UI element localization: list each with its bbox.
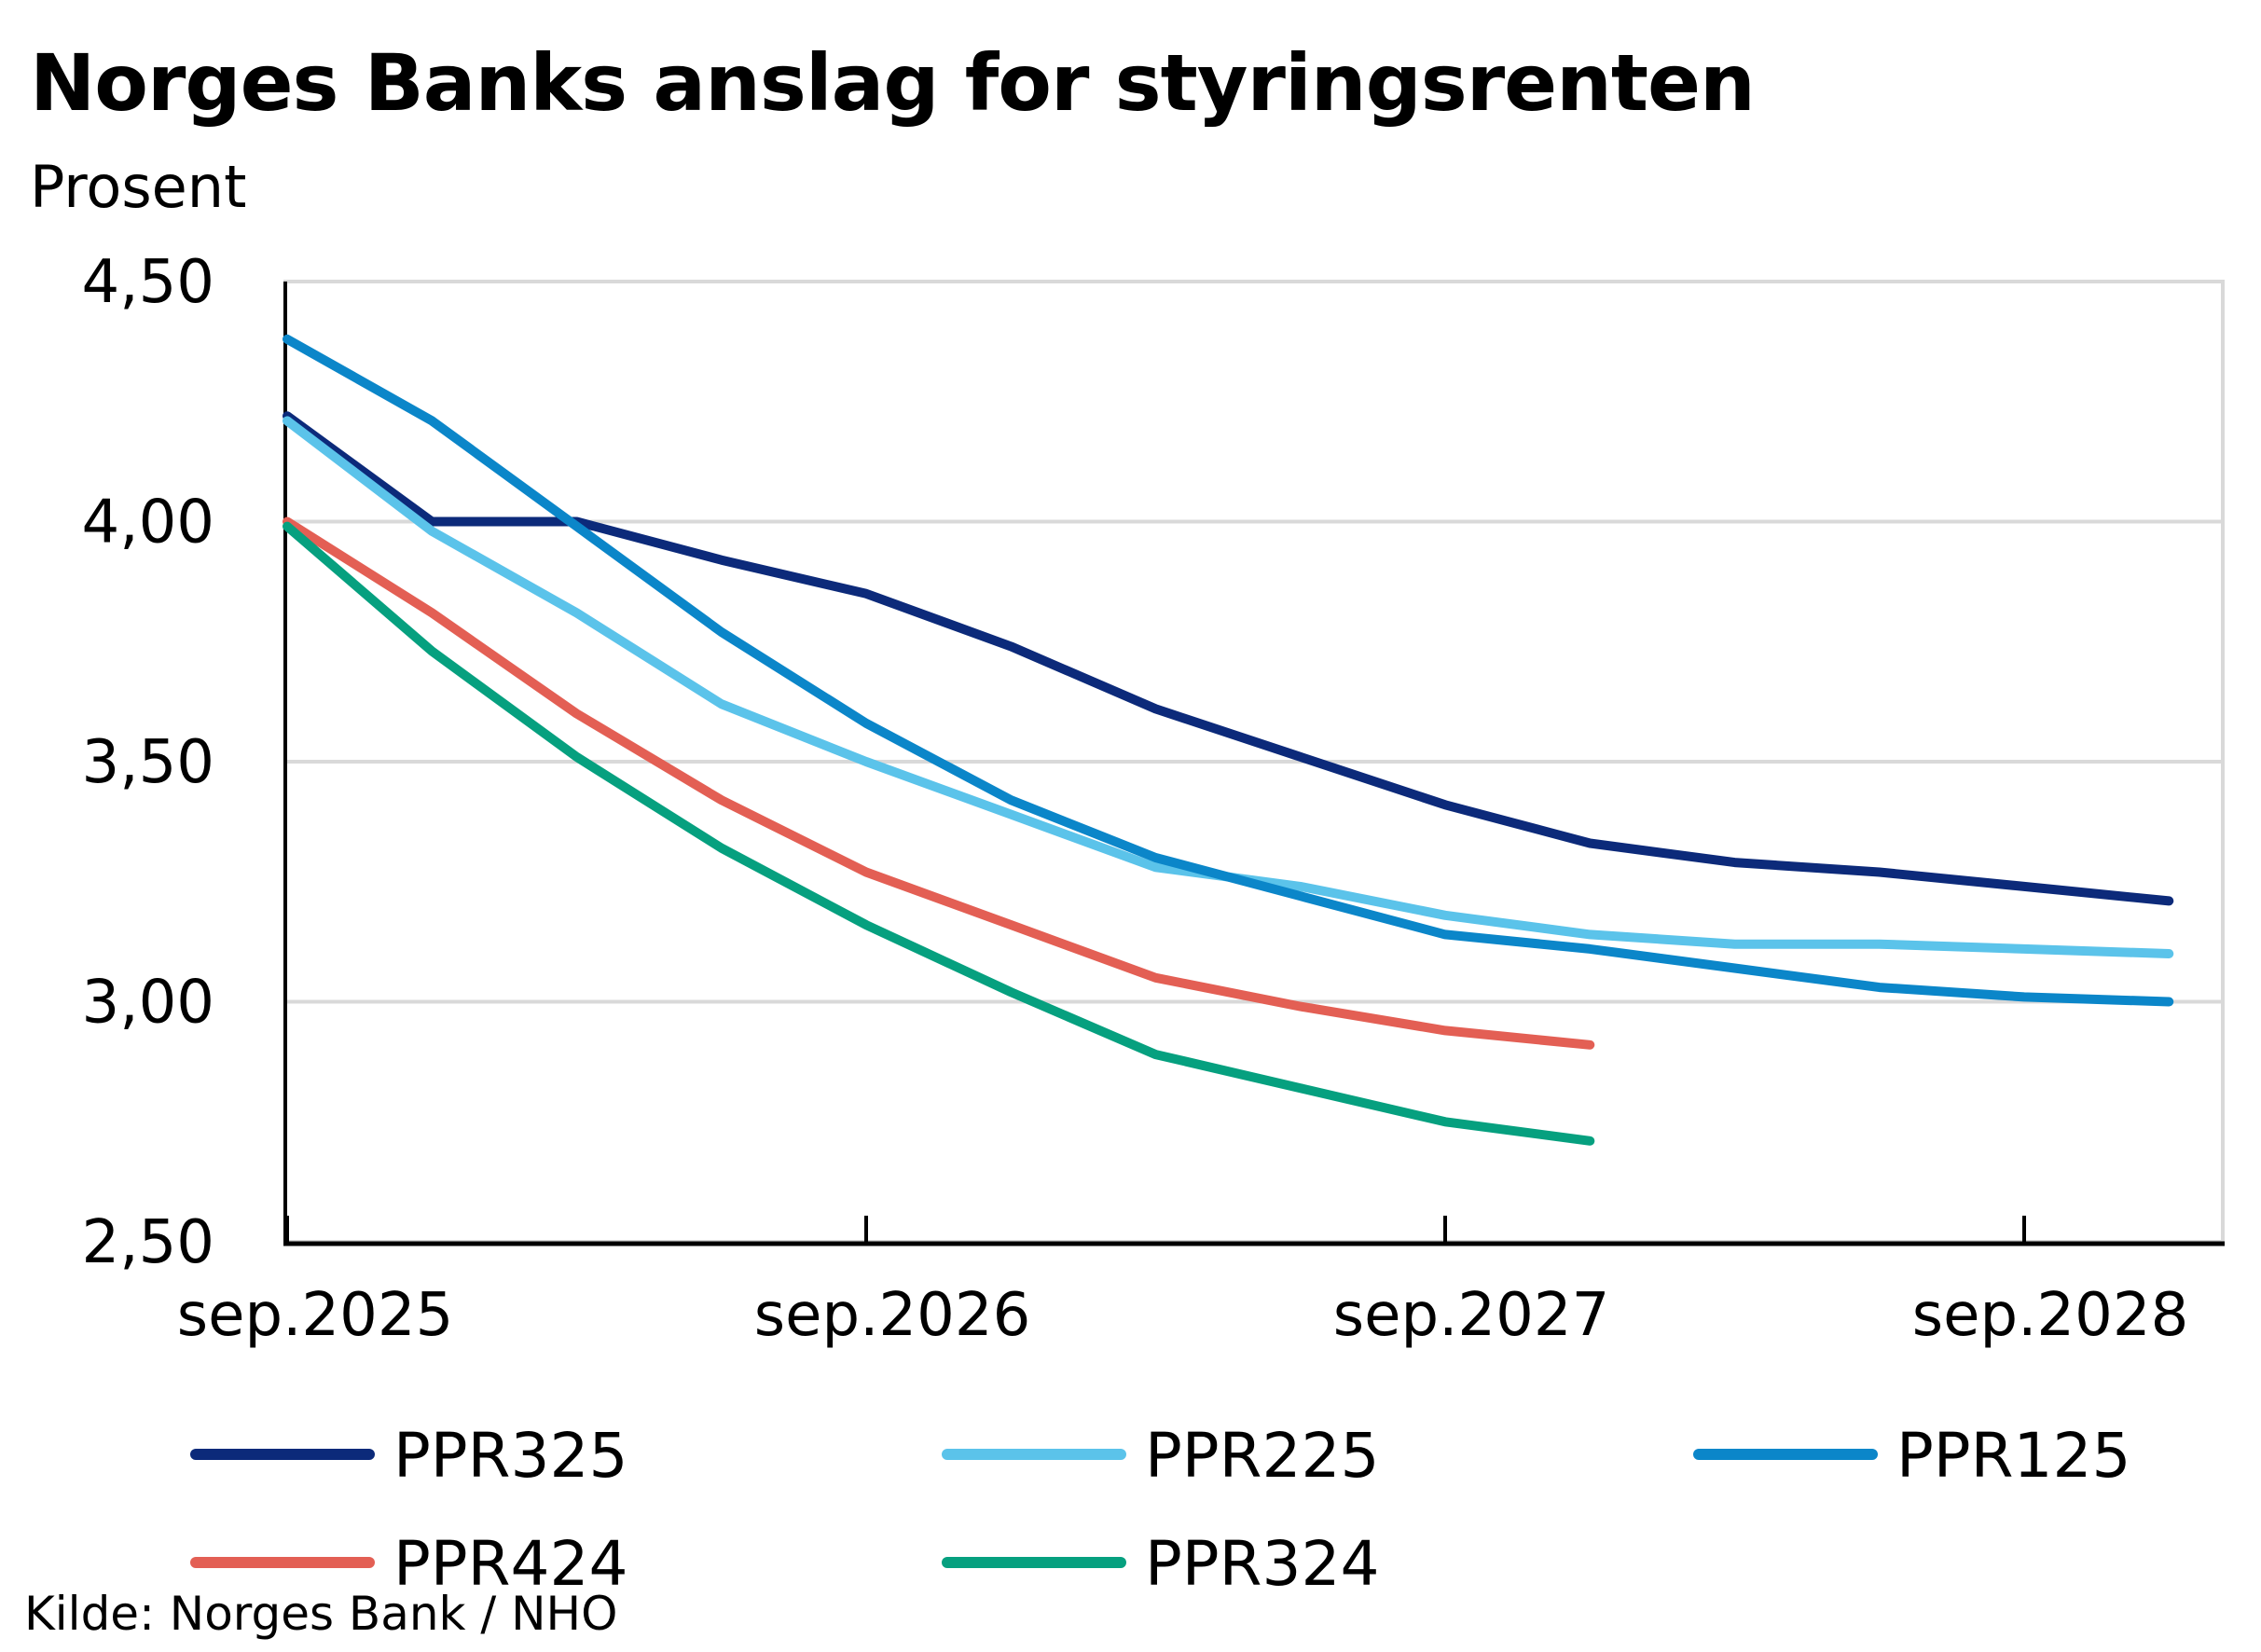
source-note: Kilde: Norges Bank / NHO <box>24 1587 618 1641</box>
x-tick-label: sep.2027 <box>1333 1281 1610 1350</box>
legend: PPR325 PPR225 PPR125 PPR424 PPR324 <box>190 1420 2130 1600</box>
legend-label-ppr424: PPR424 <box>393 1528 627 1600</box>
series-line-ppr424 <box>283 516 1595 1050</box>
series-line-ppr324 <box>283 521 1595 1146</box>
axes: 2,50 3,00 3,50 4,00 4,50 sep.2025 sep.2026 sep.… <box>82 248 2225 1350</box>
series-line-ppr125 <box>283 334 2174 1007</box>
series-line-ppr325 <box>283 411 2174 906</box>
y-tick-label: 2,50 <box>82 1208 215 1277</box>
series-lines <box>283 334 2174 1146</box>
legend-label-ppr325: PPR325 <box>393 1420 627 1492</box>
y-tick-label: 3,50 <box>82 728 215 797</box>
legend-label-ppr125: PPR125 <box>1896 1420 2130 1492</box>
legend-label-ppr225: PPR225 <box>1145 1420 1379 1492</box>
chart-title: Norges Banks anslag for styringsrenten <box>30 37 1756 129</box>
y-axis-unit-label: Prosent <box>30 153 247 221</box>
legend-label-ppr324: PPR324 <box>1145 1528 1379 1600</box>
x-tick-label: sep.2028 <box>1912 1281 2189 1350</box>
y-tick-label: 4,00 <box>82 489 215 558</box>
y-tick-label: 3,00 <box>82 969 215 1038</box>
y-tick-label: 4,50 <box>82 248 215 317</box>
x-tick-label: sep.2026 <box>754 1281 1031 1350</box>
x-tick-label: sep.2025 <box>177 1281 454 1350</box>
